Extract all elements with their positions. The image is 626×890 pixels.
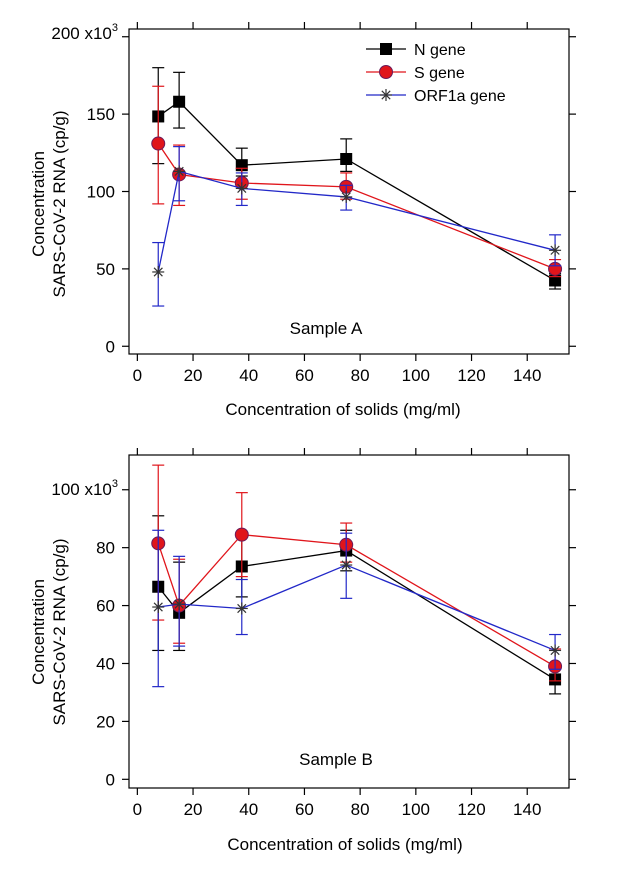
x-tick-label: 20 xyxy=(184,800,203,819)
y-axis-label-line1: Concentration xyxy=(29,151,48,257)
x-tick-label: 40 xyxy=(239,366,258,385)
x-tick-label: 140 xyxy=(513,800,541,819)
x-tick-label: 60 xyxy=(295,366,314,385)
star-stroke xyxy=(341,192,351,202)
series-line xyxy=(157,170,556,273)
x-tick-label: 20 xyxy=(184,366,203,385)
x-tick-label: 100 xyxy=(402,366,430,385)
plot-marks xyxy=(151,67,563,307)
legend-entry-s-gene: S gene xyxy=(366,65,465,82)
legend-label: ORF1a gene xyxy=(414,88,506,105)
y-tick-label: 60 xyxy=(96,597,115,616)
y-axis-label-line2: SARS-CoV-2 RNA (cp/g) xyxy=(50,110,69,297)
x-tick-label: 0 xyxy=(133,800,142,819)
x-tick-label: 120 xyxy=(457,800,485,819)
x-tick-label: 80 xyxy=(351,366,370,385)
legend-label: N gene xyxy=(414,42,466,59)
data-point xyxy=(152,265,165,278)
data-point xyxy=(235,182,248,195)
x-tick-label: 80 xyxy=(351,800,370,819)
data-point xyxy=(235,602,248,615)
y-tick-label: 150 xyxy=(87,105,115,124)
star-stroke xyxy=(174,166,184,177)
data-point xyxy=(549,244,562,257)
x-axis-label: Concentration of solids (mg/ml) xyxy=(225,400,460,419)
data-point xyxy=(340,190,353,203)
x-tick-label: 0 xyxy=(133,366,142,385)
star-stroke xyxy=(174,599,184,609)
star-stroke xyxy=(153,602,163,612)
series-orf1a-gene xyxy=(152,146,562,307)
data-point xyxy=(152,601,165,614)
y-tick-label: 40 xyxy=(96,654,115,673)
x-tick-label: 100 xyxy=(402,800,430,819)
axes: 0 20 40 60 80 100 120 140 0 50 100 150 xyxy=(87,22,576,385)
y-tick-label: 100 xyxy=(87,183,115,202)
axes: 0 20 40 60 80 100 120 140 0 20 40 60 80 xyxy=(96,448,576,819)
data-point xyxy=(234,527,249,542)
data-point xyxy=(173,598,186,611)
legend-entry-n-gene: N gene xyxy=(366,42,466,59)
panel-label: Sample B xyxy=(299,750,373,769)
star-stroke xyxy=(237,603,247,614)
plot-marks xyxy=(151,464,563,695)
y-tick-label: 80 xyxy=(96,539,115,558)
data-point xyxy=(340,153,353,165)
y-tick-label: 50 xyxy=(96,260,115,279)
x-axis-label: Concentration of solids (mg/ml) xyxy=(227,835,462,854)
series-n-gene xyxy=(152,515,562,695)
star-marker-icon xyxy=(380,89,392,101)
y-tick-label-top: 100 x103 xyxy=(51,478,118,499)
star-stroke xyxy=(341,560,351,570)
y-tick-label-top: 200 x103 xyxy=(51,22,118,43)
star-stroke xyxy=(550,645,560,656)
plot-frame xyxy=(128,454,570,789)
y-tick-label: 0 xyxy=(106,770,115,789)
data-point xyxy=(151,136,166,151)
panel-sample-a: 0 20 40 60 80 100 120 140 0 50 100 150 Sample A Con… xyxy=(29,22,576,419)
star-stroke xyxy=(550,245,560,255)
data-point xyxy=(173,165,186,178)
y-tick-label-top-prefix: 200 x10 xyxy=(51,24,112,43)
series-line xyxy=(157,533,556,667)
series-line xyxy=(157,143,556,270)
x-tick-label: 140 xyxy=(513,366,541,385)
series-line xyxy=(158,564,556,652)
series-s-gene xyxy=(151,464,563,682)
legend-label: S gene xyxy=(414,65,465,82)
star-stroke xyxy=(153,267,163,277)
x-tick-label: 40 xyxy=(239,800,258,819)
panel-label: Sample A xyxy=(290,319,363,338)
series-orf1a-gene xyxy=(152,529,562,688)
y-tick-label: 0 xyxy=(106,337,115,356)
y-tick-label-top-prefix: 100 x10 xyxy=(51,480,112,499)
y-tick-label-top-exponent: 3 xyxy=(112,22,118,34)
y-tick-label: 20 xyxy=(96,712,115,731)
data-point xyxy=(549,644,562,657)
x-tick-label: 60 xyxy=(295,800,314,819)
circle-marker-icon xyxy=(379,65,393,79)
square-marker-icon xyxy=(380,43,392,55)
y-axis-label-line1: Concentration xyxy=(29,579,48,685)
legend: N gene S gene ORF1a gene xyxy=(366,42,506,105)
data-point xyxy=(340,559,353,572)
y-axis-label-line2: SARS-CoV-2 RNA (cp/g) xyxy=(50,538,69,725)
y-tick-label-top-exponent: 3 xyxy=(112,478,118,490)
data-point xyxy=(173,95,186,108)
x-tick-label: 120 xyxy=(457,366,485,385)
legend-entry-orf1a-gene: ORF1a gene xyxy=(366,88,506,105)
star-stroke xyxy=(237,183,247,194)
panel-sample-b: 0 20 40 60 80 100 120 140 0 20 40 60 80 Sample B Con… xyxy=(29,448,576,854)
data-point xyxy=(549,274,562,287)
